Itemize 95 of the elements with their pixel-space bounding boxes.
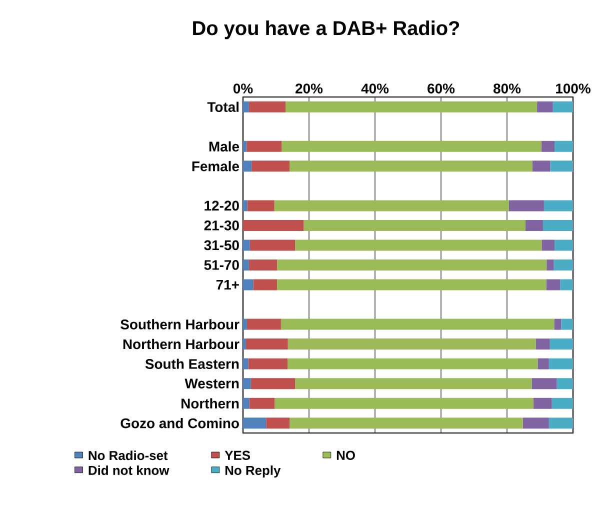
y-tick-label: 71+ [216,280,239,290]
bar [288,358,538,370]
bar [554,318,562,330]
y-tick-label: Western [184,378,239,388]
legend-label: YES [224,450,250,460]
bar [274,200,509,212]
bar [522,418,549,429]
bar [243,160,252,172]
bar [552,398,574,409]
bar [274,398,534,409]
bar [560,279,574,290]
bar [304,220,526,231]
bar [247,200,274,212]
bar [243,140,247,152]
bar [532,160,550,172]
bar [249,398,275,409]
bar [243,200,248,212]
bar [554,259,574,270]
legend-label: Did not know [88,465,170,475]
bar [537,101,553,112]
legend-label: NO [336,450,355,460]
bar [295,378,532,390]
y-tick-label: Northern Harbour [123,338,240,350]
bar [295,240,542,251]
bar [538,358,549,370]
bar [532,378,557,390]
bar [248,101,286,112]
bar [544,200,574,212]
chart-title: Do you have a DAB+ Radio? [193,20,460,40]
bar [243,259,249,270]
bar [252,160,290,172]
bar [276,259,547,270]
bar [541,140,555,152]
bar [550,160,574,172]
bar [533,398,552,409]
bar [243,418,266,429]
bar [243,318,247,330]
bar [288,338,536,350]
bar [276,279,546,290]
y-tick-label: 12-20 [204,200,239,211]
bar [550,338,574,350]
bar [266,418,290,429]
bar [290,160,532,172]
y-tick-label: Male [209,141,240,152]
bar [243,220,304,231]
bar [286,101,538,112]
bar [508,200,544,212]
bar [243,240,250,251]
legend-label: No Reply [225,465,281,478]
bar [554,140,574,152]
bar [250,378,296,390]
bar [561,318,574,330]
y-tick-label: Northern [182,398,239,408]
bar [525,220,543,231]
bar [552,101,574,112]
bar [290,418,523,429]
legend-label: No Radio-set [88,450,168,460]
x-tick-label: 0% [233,84,253,94]
y-tick-label: 21-30 [204,220,239,230]
bar [246,140,282,152]
bar [248,259,277,270]
bar [243,338,246,350]
bar [243,398,250,409]
y-tick-label: Female [192,161,240,172]
bar [548,358,574,370]
bar [243,101,249,112]
y-tick-label: 31-50 [204,240,239,250]
x-tick-label: 40% [361,84,389,94]
y-tick-label: South Eastern [145,358,239,369]
bar [542,220,574,231]
bar [243,279,254,290]
bar [554,240,574,251]
bar [253,279,277,290]
bar [248,358,288,370]
y-tick-label: Gozo and Comino [120,418,239,428]
bar [250,240,296,251]
y-tick-label: Southern Harbour [120,319,240,330]
bar [246,338,288,350]
bar [243,378,251,390]
bar [546,259,554,270]
bar [282,140,542,152]
bar [536,338,550,350]
bar [280,318,554,330]
bar [542,240,555,251]
bar [246,318,281,330]
y-tick-label: Total [207,102,239,112]
x-tick-label: 80% [493,84,521,94]
bar [243,358,248,370]
bar [548,418,574,429]
x-tick-label: 60% [428,84,455,94]
x-tick-label: 100% [556,84,590,94]
bar [546,279,560,290]
bar [556,378,574,390]
x-tick-label: 20% [296,84,323,94]
y-tick-label: 51-70 [204,260,239,270]
